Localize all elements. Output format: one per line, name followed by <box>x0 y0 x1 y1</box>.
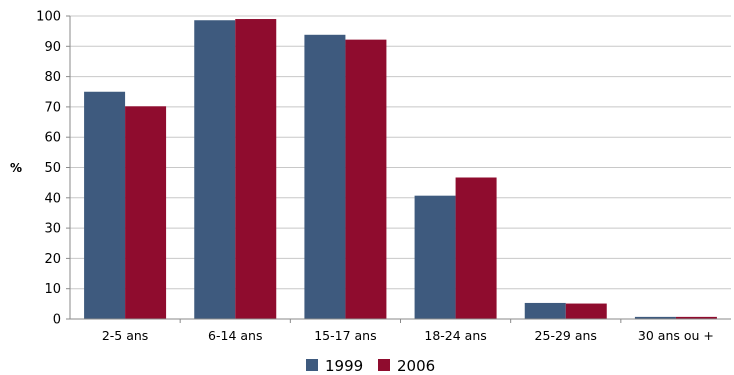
x-category-label: 25-29 ans <box>535 328 597 343</box>
x-axis <box>69 16 731 323</box>
x-category-label: 2-5 ans <box>102 328 148 343</box>
bar-1999-6 <box>634 316 676 319</box>
bar-2006-5 <box>565 303 607 319</box>
y-axis-label: % <box>10 161 22 175</box>
legend-label-2006: 2006 <box>397 357 435 375</box>
bar-1999-3 <box>304 34 346 319</box>
y-tick-label: 80 <box>44 70 61 85</box>
legend: 1999 2006 <box>306 357 435 375</box>
y-axis-ticks: 0 10 20 30 40 50 60 70 80 90 100 <box>36 10 70 328</box>
bar-1999-5 <box>524 302 566 319</box>
bar-1999-1 <box>84 91 126 319</box>
x-category-label: 15-17 ans <box>314 328 376 343</box>
bar-2006-3 <box>345 39 387 319</box>
y-tick-label: 30 <box>44 222 61 237</box>
y-tick-label: 40 <box>44 191 61 206</box>
bars <box>84 19 717 320</box>
y-tick-label: 100 <box>36 10 61 25</box>
y-tick-label: 90 <box>44 40 61 55</box>
legend-swatch-1999 <box>306 359 318 371</box>
x-axis-category-labels: 2-5 ans 6-14 ans 15-17 ans 18-24 ans 25-29 a… <box>102 328 714 343</box>
bar-1999-4 <box>414 195 456 319</box>
y-tick-label: 20 <box>44 252 61 267</box>
bar-1999-2 <box>194 20 236 319</box>
x-category-label: 30 ans ou + <box>638 328 714 343</box>
y-tick-label: 60 <box>44 131 61 146</box>
gridlines <box>70 15 731 320</box>
y-tick-label: 70 <box>44 100 61 115</box>
x-category-label: 6-14 ans <box>208 328 262 343</box>
y-tick-label: 0 <box>53 313 61 328</box>
legend-label-1999: 1999 <box>325 357 363 375</box>
y-tick-label: 10 <box>44 282 61 297</box>
bar-2006-4 <box>455 177 497 319</box>
bar-2006-1 <box>125 106 167 319</box>
legend-swatch-2006 <box>378 359 390 371</box>
bar-2006-6 <box>675 316 717 319</box>
bar-2006-2 <box>235 19 277 320</box>
x-category-label: 18-24 ans <box>424 328 486 343</box>
y-tick-label: 50 <box>44 161 61 176</box>
